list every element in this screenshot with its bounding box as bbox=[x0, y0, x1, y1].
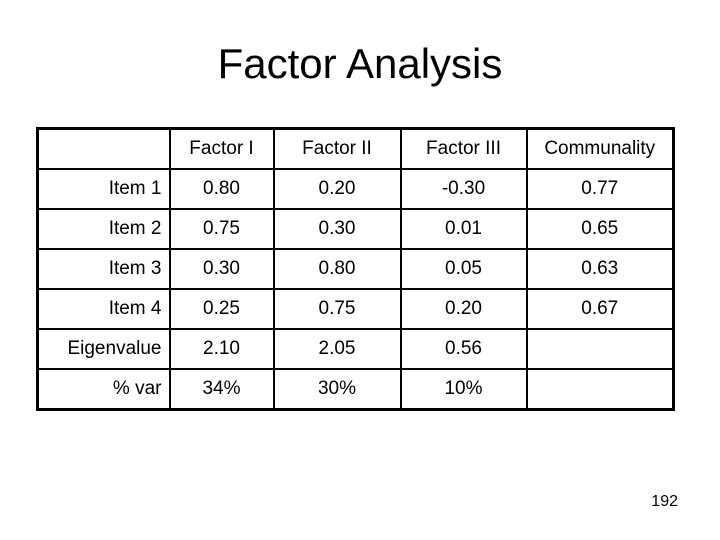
data-cell: 0.63 bbox=[525, 248, 675, 290]
data-cell bbox=[525, 368, 675, 411]
data-cell: 0.20 bbox=[272, 168, 402, 210]
page-number: 192 bbox=[651, 493, 678, 510]
data-cell: 34% bbox=[168, 368, 275, 411]
table-row: Item 1 0.80 0.20 -0.30 0.77 bbox=[36, 168, 675, 210]
data-cell bbox=[525, 328, 675, 370]
table-row: % var 34% 30% 10% bbox=[36, 368, 675, 411]
data-cell: 0.25 bbox=[168, 288, 275, 330]
data-cell: -0.30 bbox=[399, 168, 528, 210]
row-label: Item 3 bbox=[36, 248, 171, 290]
data-cell: 0.77 bbox=[525, 168, 675, 210]
header-cell-factor-ii: Factor II bbox=[272, 127, 402, 170]
row-label: Item 2 bbox=[36, 208, 171, 250]
data-cell: 0.67 bbox=[525, 288, 675, 330]
data-cell: 0.80 bbox=[272, 248, 402, 290]
row-label: Item 1 bbox=[36, 168, 171, 210]
table-row: Item 3 0.30 0.80 0.05 0.63 bbox=[36, 248, 675, 290]
data-cell: 2.10 bbox=[168, 328, 275, 370]
data-cell: 0.30 bbox=[272, 208, 402, 250]
data-cell: 0.20 bbox=[399, 288, 528, 330]
data-cell: 0.75 bbox=[168, 208, 275, 250]
table-row: Item 4 0.25 0.75 0.20 0.67 bbox=[36, 288, 675, 330]
data-cell: 10% bbox=[399, 368, 528, 411]
header-cell-factor-i: Factor I bbox=[168, 127, 275, 170]
row-label: % var bbox=[36, 368, 171, 411]
slide-title: Factor Analysis bbox=[217, 40, 503, 87]
data-cell: 0.65 bbox=[525, 208, 675, 250]
row-label: Eigenvalue bbox=[36, 328, 171, 370]
data-cell: 0.05 bbox=[399, 248, 528, 290]
row-label: Item 4 bbox=[36, 288, 171, 330]
factor-analysis-table: Factor I Factor II Factor III Communalit… bbox=[36, 127, 675, 411]
data-cell: 0.01 bbox=[399, 208, 528, 250]
data-cell: 2.05 bbox=[272, 328, 402, 370]
data-cell: 30% bbox=[272, 368, 402, 411]
data-cell: 0.75 bbox=[272, 288, 402, 330]
header-cell-empty bbox=[36, 127, 171, 170]
header-row: Factor I Factor II Factor III Communalit… bbox=[36, 127, 675, 170]
header-cell-factor-iii: Factor III bbox=[399, 127, 528, 170]
data-cell: 0.80 bbox=[168, 168, 275, 210]
table-row: Eigenvalue 2.10 2.05 0.56 bbox=[36, 328, 675, 370]
data-cell: 0.56 bbox=[399, 328, 528, 370]
table-row: Item 2 0.75 0.30 0.01 0.65 bbox=[36, 208, 675, 250]
header-cell-communality: Communality bbox=[525, 127, 675, 170]
data-cell: 0.30 bbox=[168, 248, 275, 290]
